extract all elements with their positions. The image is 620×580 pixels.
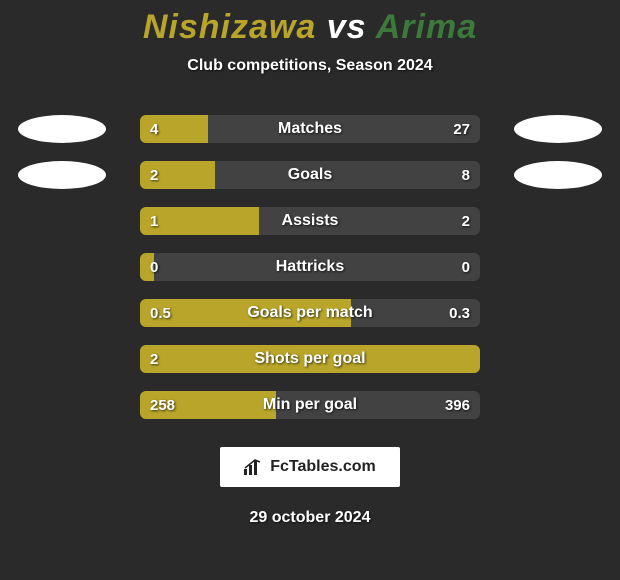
attribution-badge[interactable]: FcTables.com <box>220 447 400 487</box>
stat-label: Assists <box>140 207 480 235</box>
comparison-card: Nishizawa vs Arima Club competitions, Se… <box>0 0 620 580</box>
page-title: Nishizawa vs Arima <box>0 8 620 47</box>
title-player1: Nishizawa <box>143 8 316 46</box>
stat-bars: 427Matches 28Goals 12Assists 00Hattricks 0.5… <box>140 115 480 419</box>
date-text: 29 october 2024 <box>0 509 620 527</box>
stat-label: Goals per match <box>140 299 480 327</box>
team-logos-left <box>18 115 106 207</box>
stats-area: 427Matches 28Goals 12Assists 00Hattricks 0.5… <box>0 115 620 419</box>
stat-row: 00Hattricks <box>140 253 480 281</box>
chart-icon <box>244 459 264 475</box>
stat-row: 28Goals <box>140 161 480 189</box>
stat-label: Hattricks <box>140 253 480 281</box>
team-logo-placeholder <box>18 115 106 143</box>
title-player2: Arima <box>376 8 477 46</box>
stat-row: 12Assists <box>140 207 480 235</box>
attribution-text: FcTables.com <box>270 458 376 476</box>
team-logo-placeholder <box>514 115 602 143</box>
stat-label: Shots per goal <box>140 345 480 373</box>
stat-row: 258396Min per goal <box>140 391 480 419</box>
stat-label: Matches <box>140 115 480 143</box>
stat-label: Min per goal <box>140 391 480 419</box>
stat-row: 2Shots per goal <box>140 345 480 373</box>
stat-row: 0.50.3Goals per match <box>140 299 480 327</box>
team-logo-placeholder <box>514 161 602 189</box>
stat-row: 427Matches <box>140 115 480 143</box>
title-vs: vs <box>327 8 367 46</box>
stat-label: Goals <box>140 161 480 189</box>
team-logo-placeholder <box>18 161 106 189</box>
subtitle: Club competitions, Season 2024 <box>0 57 620 75</box>
team-logos-right <box>514 115 602 207</box>
